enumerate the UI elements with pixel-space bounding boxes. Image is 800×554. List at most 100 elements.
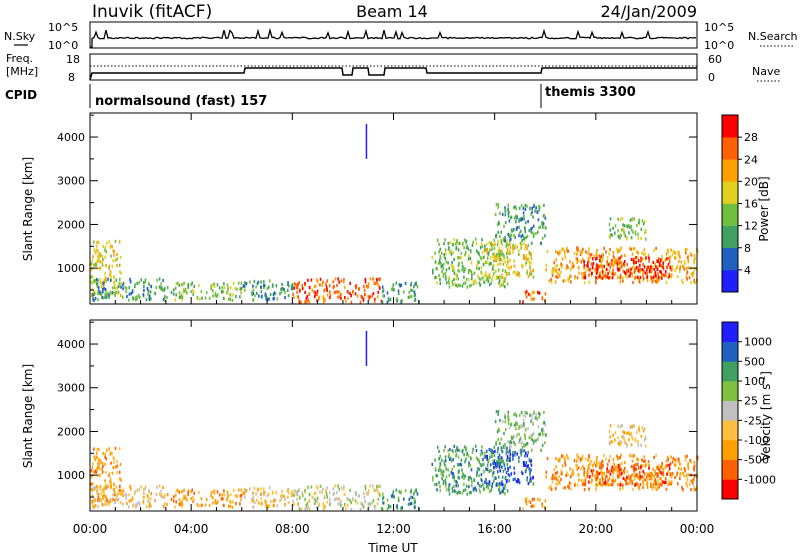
echo-cell — [610, 479, 613, 483]
echo-cell — [626, 224, 628, 228]
time-axis-ticks: 00:00 04:00 08:00 12:00 16:00 20:00 00:00 — [73, 522, 715, 536]
velocity-colorbar-label-close: ] — [759, 371, 773, 376]
echo-cell — [486, 256, 489, 260]
echo-cell — [265, 297, 267, 301]
echo-cell — [576, 464, 578, 468]
echo-cell — [112, 286, 114, 290]
echo-cell — [396, 504, 398, 508]
echo-cell — [97, 486, 99, 490]
echo-cell — [625, 274, 627, 278]
echo-cell — [531, 241, 533, 245]
echo-cell — [495, 440, 498, 444]
echo-cell — [617, 250, 619, 254]
echo-cell — [191, 488, 193, 492]
echo-cell — [222, 296, 225, 300]
echo-cell — [496, 257, 498, 261]
echo-cell — [472, 280, 475, 284]
echo-cell — [486, 468, 489, 472]
echo-cell — [130, 499, 132, 503]
echo-cell — [116, 464, 118, 468]
echo-cell — [114, 258, 117, 262]
echo-cell — [662, 273, 664, 277]
echo-cell — [500, 241, 503, 245]
echo-cell — [604, 273, 607, 278]
echo-cell — [90, 468, 93, 473]
echo-cell — [567, 456, 570, 460]
echo-cell — [182, 282, 184, 286]
echo-cell — [520, 203, 523, 208]
echo-cell — [571, 468, 574, 472]
echo-cell — [375, 484, 378, 489]
echo-cell — [614, 261, 616, 265]
echo-cell — [119, 270, 121, 274]
echo-cell — [102, 290, 104, 294]
echo-cell — [485, 478, 487, 482]
echo-cell — [558, 268, 560, 272]
echo-cell — [645, 463, 647, 467]
echo-cell — [641, 426, 644, 430]
echo-cell — [90, 275, 93, 279]
echo-cell — [261, 294, 263, 298]
echo-cell — [397, 498, 400, 503]
echo-cell — [504, 413, 506, 417]
echo-cell — [545, 226, 547, 230]
echo-cell — [470, 490, 472, 494]
echo-cell — [284, 503, 286, 507]
echo-cell — [505, 451, 507, 455]
echo-cell — [679, 474, 681, 478]
echo-cell — [113, 487, 116, 491]
echo-cell — [492, 450, 494, 454]
echo-cell — [522, 507, 524, 511]
echo-cell — [526, 478, 528, 482]
echo-cell — [485, 449, 488, 453]
echo-cell — [296, 290, 298, 294]
echo-cell — [164, 502, 166, 506]
echo-cell — [253, 279, 256, 283]
echo-cell — [240, 281, 243, 285]
echo-cell — [91, 287, 94, 291]
echo-cell — [531, 226, 534, 230]
echo-cell — [524, 434, 526, 438]
echo-cell — [104, 494, 107, 499]
echo-cell — [134, 491, 136, 496]
echo-cell — [368, 504, 370, 508]
colorbar-swatch — [722, 459, 738, 480]
echo-cell — [234, 287, 237, 291]
echo-cell — [513, 471, 516, 475]
echo-cell — [293, 282, 296, 286]
echo-cell — [653, 479, 656, 483]
echo-cell — [492, 470, 495, 474]
echo-cell — [646, 475, 648, 479]
echo-cell — [516, 226, 518, 230]
echo-cell — [595, 256, 598, 260]
echo-cell — [481, 244, 484, 248]
echo-cell — [601, 479, 604, 483]
echo-cell — [555, 270, 558, 274]
echo-cell — [551, 476, 553, 481]
echo-cell — [183, 496, 185, 500]
echo-cell — [678, 458, 680, 462]
echo-cell — [243, 491, 246, 495]
echo-cell — [138, 501, 140, 505]
echo-cell — [92, 504, 94, 508]
echo-cell — [132, 297, 134, 301]
echo-cell — [510, 265, 513, 269]
echo-cell — [313, 290, 315, 294]
echo-cell — [480, 266, 483, 270]
echo-cell — [119, 477, 121, 481]
y-tick-label: 2000 — [57, 425, 85, 438]
echo-cell — [325, 488, 327, 492]
echo-cell — [104, 295, 107, 299]
echo-cell — [510, 440, 513, 444]
echo-cell — [514, 422, 517, 426]
echo-cell — [104, 483, 107, 487]
echo-cell — [685, 458, 687, 462]
echo-cell — [502, 276, 504, 280]
echo-cell — [512, 228, 515, 232]
echo-cell — [200, 497, 203, 501]
echo-cell — [308, 499, 310, 503]
echo-cell — [525, 461, 528, 465]
echo-cell — [119, 484, 121, 488]
echo-cell — [525, 499, 527, 503]
echo-cell — [497, 268, 500, 272]
